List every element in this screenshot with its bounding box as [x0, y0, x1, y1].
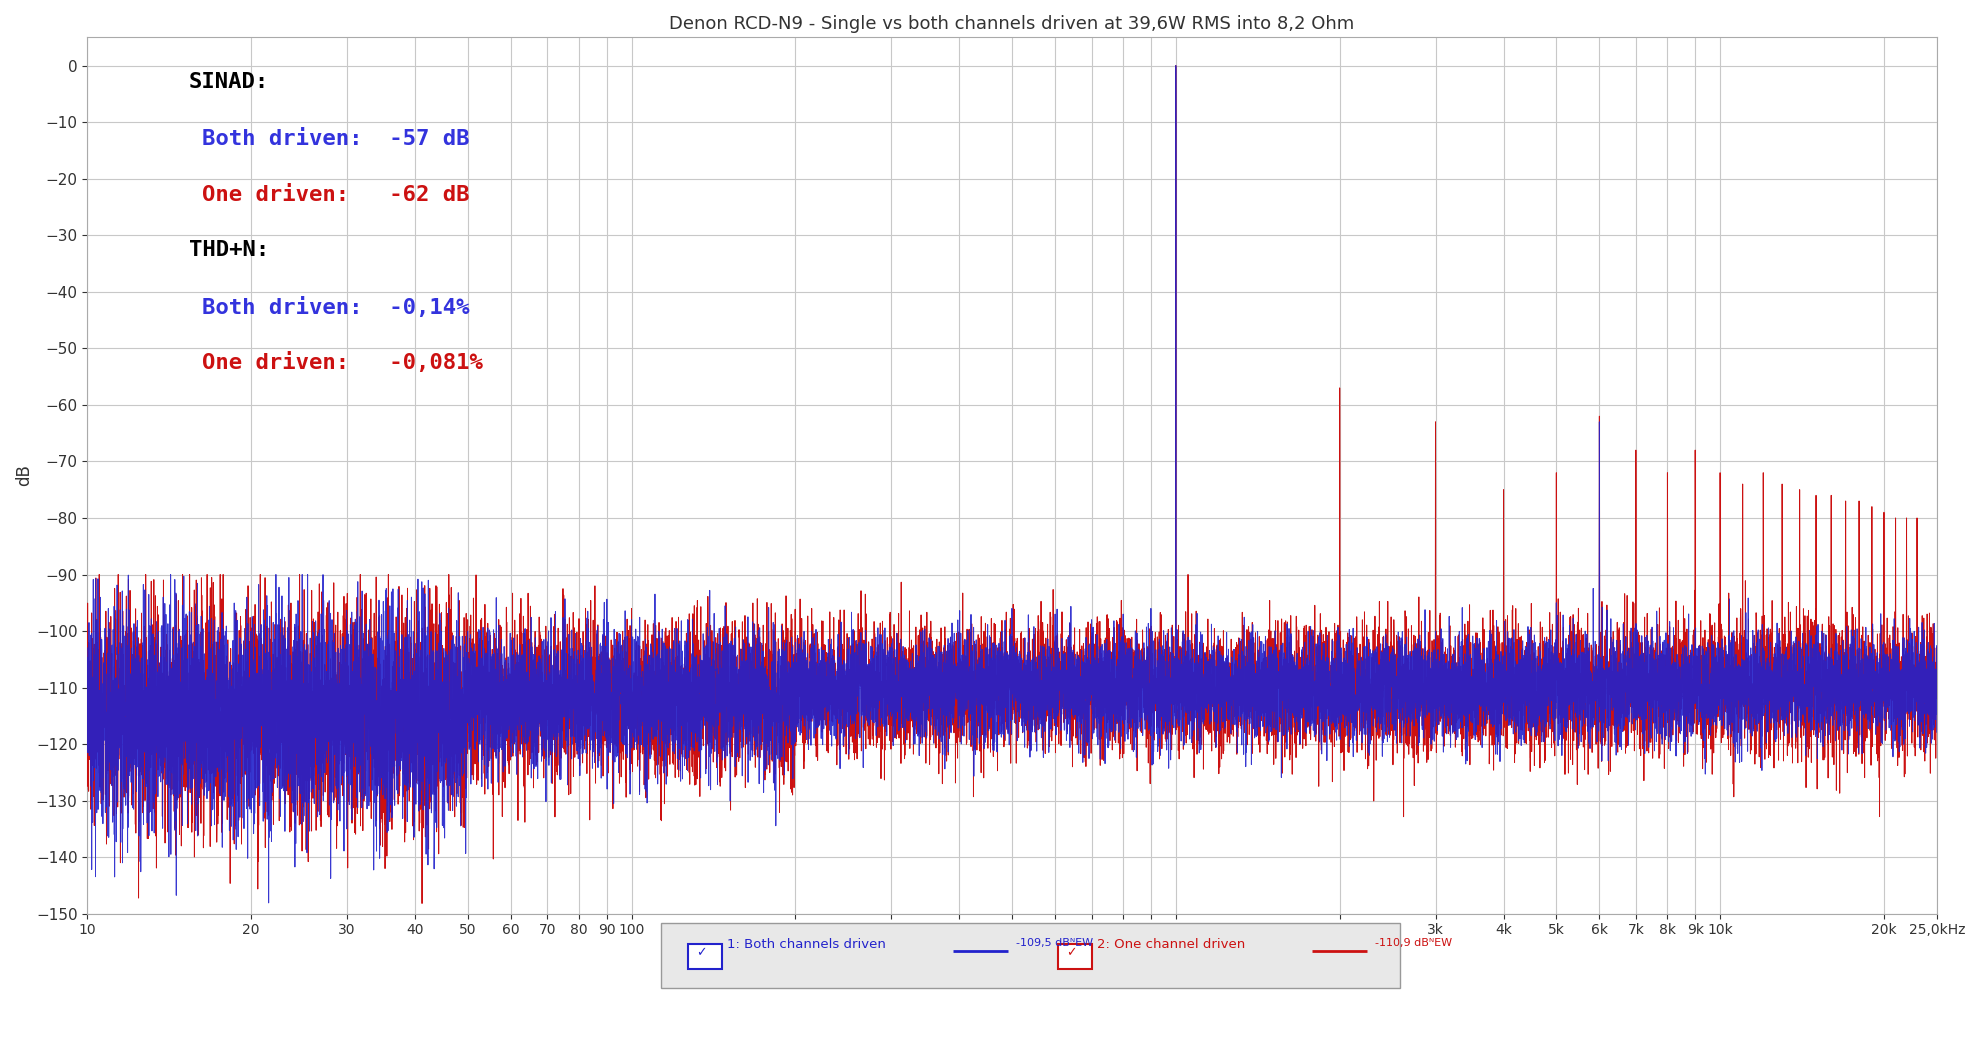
- Text: THD+N:: THD+N:: [188, 239, 269, 259]
- Text: Both driven:  -0,14%: Both driven: -0,14%: [202, 297, 469, 318]
- Text: ✓: ✓: [1065, 946, 1077, 960]
- Bar: [689, 944, 721, 969]
- Text: One driven:   -62 dB: One driven: -62 dB: [202, 185, 469, 205]
- Text: ✓: ✓: [695, 946, 707, 960]
- Text: One driven:   -0,081%: One driven: -0,081%: [202, 352, 483, 373]
- Bar: [1057, 944, 1091, 969]
- Text: -110,9 dBᴺEW: -110,9 dBᴺEW: [1374, 939, 1451, 948]
- FancyBboxPatch shape: [661, 923, 1400, 988]
- Text: -109,5 dBᴺEW: -109,5 dBᴺEW: [1016, 939, 1093, 948]
- Title: Denon RCD-N9 - Single vs both channels driven at 39,6W RMS into 8,2 Ohm: Denon RCD-N9 - Single vs both channels d…: [669, 15, 1354, 33]
- Text: 1: Both channels driven: 1: Both channels driven: [727, 939, 887, 951]
- Text: 2: One channel driven: 2: One channel driven: [1097, 939, 1245, 951]
- Text: SINAD:: SINAD:: [188, 72, 269, 92]
- Text: Both driven:  -57 dB: Both driven: -57 dB: [202, 129, 469, 149]
- Y-axis label: dB: dB: [16, 464, 34, 486]
